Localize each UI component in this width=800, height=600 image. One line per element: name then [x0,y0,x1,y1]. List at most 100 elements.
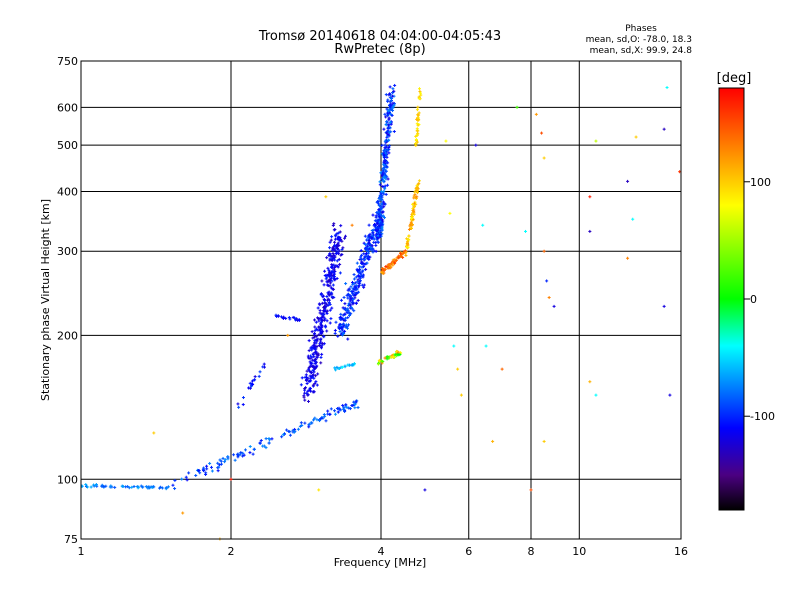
data-point-f1-cusp [253,375,257,379]
data-point-f2-o-upper [357,281,361,285]
data-point-f2-o-upper [362,285,366,289]
data-point-isolated [634,135,638,139]
data-point-x-cusp [417,113,421,117]
data-point-f1-lower-slope [267,441,271,445]
data-point-f2-o-upper [352,309,356,313]
data-point-f2-o-cusp [392,103,396,107]
data-point-f2-o-cusp [389,107,393,111]
data-point-f1-lower-slope [324,419,328,423]
data-point-f1-shelf [274,314,278,318]
data-point-e-region [92,484,96,488]
data-point-f2-o-bulk [305,391,309,395]
data-point-f2-o-bulk [340,252,344,256]
data-point-f2-o-cusp [386,109,390,113]
data-point-x-lower [385,355,389,359]
data-point-f1-cusp [236,402,240,406]
data-point-f2-o-cusp [379,217,383,221]
data-point-f1-lower-slope [345,406,349,410]
data-point-f1-lower-slope [292,430,296,434]
data-point-x-trace-high [407,234,411,238]
data-point-f2-o-upper [370,229,374,233]
data-point-f1-lower-slope [180,477,184,481]
data-point-e-f1-mid [346,363,350,367]
data-point-f2-o-bulk [302,395,306,399]
data-point-f2-o-upper [359,249,363,253]
data-point-f1-lower-slope [333,409,337,413]
data-point-f2-o-cusp [377,235,381,239]
data-point-f2-o-cusp [384,123,388,127]
data-point-f2-o-bulk [319,361,323,365]
data-point-f2-o-bulk [330,254,334,258]
data-point-f2-o-upper [359,272,363,276]
data-point-f2-o-cusp [377,215,381,219]
data-point-f2-o-bulk [332,287,336,291]
data-point-e-region [84,483,88,487]
data-point-f2-o-bulk [322,283,326,287]
data-point-x-cusp [415,127,419,131]
data-point-f2-o-upper [354,285,358,289]
data-point-f2-o-upper [356,274,360,278]
data-point-x-lower [389,355,393,359]
data-point-f2-o-cusp [384,152,388,156]
data-point-f2-o-bulk [337,249,341,253]
data-point-f2-o-cusp [392,130,396,134]
data-point-f2-o-bulk [305,378,309,382]
data-point-f2-o-bulk [338,271,342,275]
data-point-f2-o-bulk [305,382,309,386]
data-point-f2-o-upper [345,293,349,297]
data-point-f2-o-upper [344,282,348,286]
data-point-x-trace-high [409,227,413,231]
data-point-x-trace-high [407,238,411,242]
data-point-f2-o-upper [363,234,367,238]
data-point-f2-o-cusp [387,151,391,155]
data-point-f1-lower-slope [219,462,223,466]
data-point-f2-o-cusp [384,169,388,173]
data-point-f2-o-bulk [317,317,321,321]
y-tick-label: 600 [57,101,78,114]
data-point-f2-o-upper [363,242,367,246]
data-point-f2-o-bulk [309,371,313,375]
data-point-f1-lower-slope [287,429,291,433]
data-point-f2-o-bulk [316,328,320,332]
data-point-f2-o-bulk [330,295,334,299]
data-point-f2-o-bulk [313,347,317,351]
data-point-f2-o-cusp [386,183,390,187]
data-point-f1-lower-slope [173,487,177,491]
data-point-x-trace-high [405,245,409,249]
data-point-f2-o-upper [372,237,376,241]
data-point-f1-cusp [248,381,252,385]
data-point-isolated [181,511,185,515]
data-point-f2-o-cusp [387,146,391,150]
data-point-f2-o-cusp [378,196,382,200]
data-point-f2-o-upper [362,265,366,269]
data-point-f1-cusp [241,403,245,407]
data-point-e-region [85,485,89,489]
data-point-f1-lower-slope [196,469,200,473]
data-point-f2-o-bulk [313,318,317,322]
data-point-f2-o-cusp [381,200,385,204]
data-point-f2-o-upper [342,295,346,299]
data-point-f2-o-upper [348,299,352,303]
data-point-f1-lower-slope [242,453,246,457]
data-point-f2-o-bulk [326,266,330,270]
data-point-f2-o-cusp [387,93,391,97]
data-point-f1-cusp [248,386,252,390]
data-point-f1-lower-slope [353,402,357,406]
data-point-f1-lower-slope [319,417,323,421]
data-point-f2-o-bulk [324,325,328,329]
phases-heading: Phases [625,24,657,34]
data-point-f2-o-bulk [312,359,316,363]
data-point-e-region [132,485,136,489]
data-point-x-trace-high [412,194,416,198]
data-point-f2-o-bulk [329,238,333,242]
data-point-x-cusp [415,133,419,137]
data-point-f2-o-upper [362,283,366,287]
data-point-isolated [588,195,592,199]
data-point-e-region [135,485,139,489]
data-point-f2-o-cusp [386,148,390,152]
data-point-isolated [484,344,488,348]
data-point-e-region [141,485,145,489]
data-point-f2-o-bulk [312,370,316,374]
data-point-f2-o-cusp [390,113,394,117]
data-point-x-trace-high [407,227,411,231]
